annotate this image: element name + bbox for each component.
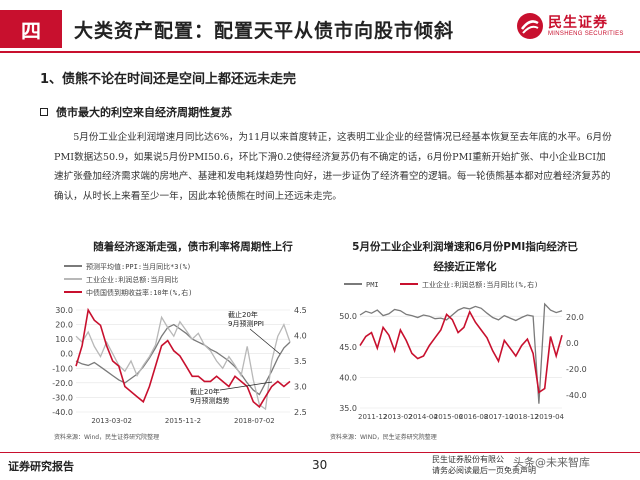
bullet-heading-text: 债市最大的利空来自经济周期性复苏 [56, 106, 232, 119]
bullet-heading: 债市最大的利空来自经济周期性复苏 [40, 104, 232, 120]
footer-report-label: 证券研究报告 [8, 460, 74, 473]
x-tick-1: 2013-02 [383, 413, 412, 421]
chart1-source: 资料来源：Wind，民生证券研究院整理 [54, 434, 160, 441]
y-right-tick-3: -40.0 [566, 391, 587, 400]
square-bullet-icon [40, 108, 48, 116]
legend-label-1: 工业企业:利润总额:当月同比 [86, 275, 178, 284]
annotation-trend-2: 9月预测趋势 [190, 396, 229, 405]
x-tick-0: 2013-03-02 [91, 417, 132, 425]
y-left-tick-1: 20.0 [55, 321, 73, 330]
annotation-ppi-1: 截止20年 [228, 310, 258, 319]
y-left-tick-2: 10.0 [55, 335, 73, 344]
logo-text-cn: 民生证券 [548, 15, 608, 31]
logo-mark-icon [517, 13, 543, 39]
chart2-title-line1: 5月份工业企业利润增速和6月份PMI指向经济已 [352, 241, 578, 253]
annotation-arrow-2 [219, 381, 273, 391]
x-tick-5: 2017-10 [484, 413, 513, 421]
logo-text-en: MINSHENG SECURITIES [548, 31, 624, 37]
y-right-tick-4: 2.5 [294, 408, 307, 417]
chart2: PMI 工业企业:利润总额:当月同比(%,右)50.045.040.035.020… [339, 280, 587, 421]
x-tick-7: 2019-04 [535, 413, 565, 421]
y-left-tick-0: 30.0 [55, 306, 73, 315]
series-line-1 [359, 309, 563, 394]
watermark: 头条@未来智库 [513, 454, 590, 470]
series-line-1 [75, 315, 291, 411]
section-number: 四 [0, 10, 62, 48]
series-line-0 [359, 302, 563, 404]
y-left-tick-1: 45.0 [339, 343, 357, 352]
y-left-tick-3: 0.0 [60, 350, 73, 359]
chart1-title: 随着经济逐渐走强，债市利率将周期性上行 [93, 241, 293, 253]
y-right-tick-3: 3.0 [294, 383, 307, 392]
y-left-tick-5: -20.0 [52, 379, 73, 388]
chart2-title-line2: 经接近正常化 [433, 261, 497, 273]
footer-disclaimer: 请务必阅读最后一页免责声明 [432, 466, 536, 475]
legend-label-0: PMI [366, 281, 379, 289]
footer-company: 民生证券股份有限公 请务必阅读最后一页免责声明 [432, 454, 536, 476]
y-left-tick-6: -30.0 [52, 393, 73, 402]
series-line-0 [75, 323, 291, 396]
footer-company-line1: 民生证券股份有限公 [432, 455, 504, 464]
page-number: 30 [312, 458, 328, 472]
y-left-tick-3: 35.0 [339, 404, 357, 413]
y-right-tick-0: 20.0 [566, 313, 584, 322]
x-tick-2: 2014-04 [409, 413, 439, 421]
page-title: 大类资产配置：配置天平从债市向股市倾斜 [74, 20, 455, 42]
annotation-trend-1: 截止20年 [190, 387, 220, 396]
x-tick-0: 2011-12 [358, 413, 387, 421]
chart2-title: 5月份工业企业利润增速和6月份PMI指向经济已 经接近正常化 [330, 239, 600, 274]
legend-label-0: 预测平均值:PPI:当月同比*3(%) [86, 262, 191, 271]
x-tick-4: 2016-08 [459, 413, 488, 421]
y-left-tick-2: 40.0 [339, 373, 357, 382]
y-left-tick-7: -40.0 [52, 408, 73, 417]
y-right-tick-1: 4.0 [294, 332, 307, 341]
x-tick-3: 2015-06 [434, 413, 464, 421]
chart2-source: 资料来源：WIND，民生证券研究院整理 [330, 434, 437, 441]
subheading: 1、债熊不论在时间还是空间上都还远未走完 [40, 72, 297, 87]
y-right-tick-2: -20.0 [566, 365, 587, 374]
header-divider [0, 51, 640, 53]
legend-label-1: 工业企业:利润总额:当月同比(%,右) [422, 280, 538, 289]
watermark-text: 头条@未来智库 [513, 456, 590, 469]
x-tick-2: 2018-07-02 [234, 417, 275, 425]
y-right-tick-2: 3.5 [294, 357, 307, 366]
chart1: 预测平均值:PPI:当月同比*3(%) 工业企业:利润总额:当月同比中债国债到期收… [52, 262, 307, 425]
legend-label-2: 中债国债到期收益率:10年(%,右) [86, 288, 193, 297]
series-line-2 [75, 307, 291, 409]
y-left-tick-4: -10.0 [52, 364, 73, 373]
annotation-ppi-2: 9月预测PPI [228, 319, 264, 328]
body-paragraph: 5月份工业企业利润增速月同比达6%，为11月以来首度转正，这表明工业企业的经营情… [54, 132, 612, 202]
y-right-tick-0: 4.5 [294, 306, 307, 315]
x-tick-6: 2018-12 [510, 413, 539, 421]
y-left-tick-0: 50.0 [339, 312, 357, 321]
footer-divider [0, 452, 640, 453]
y-right-tick-1: 0.0 [566, 339, 579, 348]
brand-logo: 民生证券 MINSHENG SECURITIES [516, 10, 636, 46]
annotation-arrow-1 [249, 328, 281, 355]
x-tick-1: 2015-11-2 [165, 417, 201, 425]
